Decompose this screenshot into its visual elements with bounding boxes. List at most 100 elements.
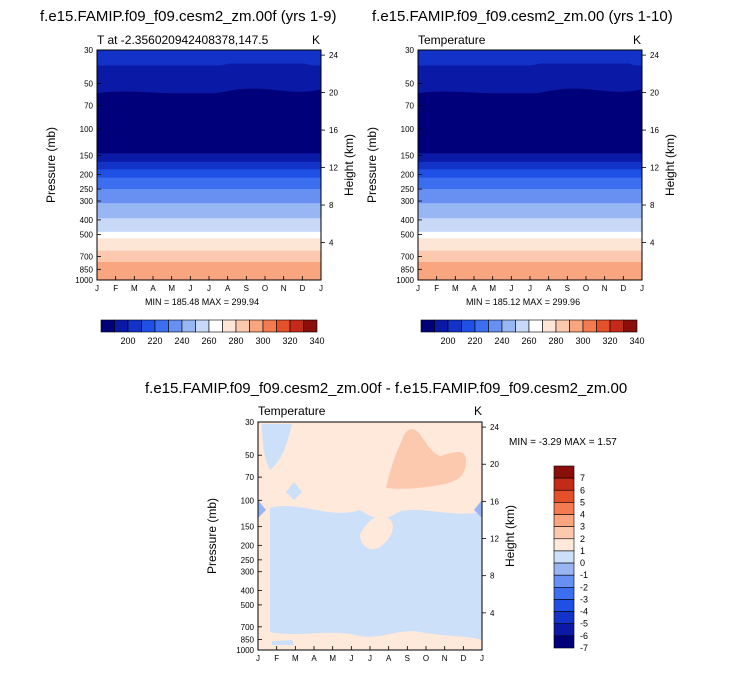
y2-tick-label: 20	[490, 460, 499, 469]
y-tick-label: 200	[241, 541, 255, 550]
temp-band	[97, 231, 321, 239]
y-tick-label: 300	[401, 197, 415, 206]
panel1-left-label: T at -2.356020942408378,147.5	[97, 33, 269, 47]
y-tick-label: 30	[245, 418, 254, 427]
colorbar-label: 320	[282, 336, 297, 346]
x-tick-label: D	[620, 284, 626, 293]
y2-axis-title: Height (km)	[342, 134, 356, 196]
x-tick-label: S	[244, 284, 249, 293]
y-tick-label: 1000	[236, 646, 254, 655]
temp-band-top	[418, 50, 642, 64]
y-tick-label: 200	[80, 170, 94, 179]
diff-region-right-edge-negative	[474, 500, 482, 518]
x-tick-label: A	[225, 284, 231, 293]
y-tick-label: 150	[401, 152, 415, 161]
y2-axis-title: Height (km)	[503, 505, 517, 567]
y2-tick-label: 4	[490, 609, 495, 618]
colorbar-label: 4	[580, 510, 585, 520]
y2-tick-label: 8	[490, 572, 495, 581]
y2-tick-label: 24	[329, 51, 338, 60]
x-tick-label: F	[113, 284, 118, 293]
y-tick-label: 30	[405, 46, 414, 55]
colorbar-label: -7	[580, 643, 588, 653]
temp-band	[97, 177, 321, 190]
temp-band	[418, 231, 642, 239]
y-axis-title: Pressure (mb)	[365, 127, 379, 203]
colorbar-swatch	[553, 599, 575, 612]
x-tick-label: D	[460, 654, 466, 663]
colorbar-swatch	[553, 538, 575, 552]
x-tick-label: S	[405, 654, 410, 663]
x-tick-label: A	[471, 284, 477, 293]
y-tick-label: 70	[84, 102, 93, 111]
panel2-colorbar: 200 220 240 260 280 300 320 340	[420, 319, 645, 346]
y-axis-title: Pressure (mb)	[44, 127, 58, 203]
colorbar-label: -4	[580, 607, 588, 617]
panel3-units-label: K	[474, 404, 483, 418]
colorbar-label: 300	[255, 336, 270, 346]
x-tick-label: J	[416, 284, 420, 293]
x-tick-label: M	[329, 654, 336, 663]
colorbar-label: 220	[147, 336, 162, 346]
temp-band	[418, 93, 642, 154]
y2-tick-label: 8	[650, 201, 655, 210]
y-tick-label: 100	[401, 125, 415, 134]
colorbar-swatch	[553, 623, 575, 637]
x-tick-label: J	[509, 284, 513, 293]
colorbar-label: 6	[580, 485, 585, 495]
y2-tick-label: 12	[329, 164, 338, 173]
colorbar-label: 340	[309, 336, 324, 346]
colorbar-swatch	[553, 465, 575, 479]
colorbar-swatch	[553, 526, 575, 540]
temp-band	[97, 93, 321, 154]
x-tick-label: J	[95, 284, 99, 293]
temp-band	[418, 261, 642, 281]
x-tick-label: M	[292, 654, 299, 663]
y-tick-label: 850	[401, 265, 415, 274]
temp-band-top	[97, 50, 321, 64]
colorbar-label: 7	[580, 473, 585, 483]
temp-band	[97, 169, 321, 179]
y-tick-label: 700	[401, 253, 415, 262]
y2-tick-label: 16	[329, 126, 338, 135]
colorbar-label: 340	[629, 336, 644, 346]
temp-band	[418, 189, 642, 204]
x-tick-label: A	[386, 654, 392, 663]
x-tick-label: O	[262, 284, 268, 293]
y2-tick-label: 24	[650, 51, 659, 60]
y2-axis-title: Height (km)	[663, 134, 677, 196]
temp-band	[97, 161, 321, 170]
temp-band	[418, 169, 642, 179]
diff-region-left-edge-negative	[258, 500, 266, 518]
y2-tick-label: 4	[650, 239, 655, 248]
y-tick-label: 400	[241, 586, 255, 595]
temp-band	[418, 218, 642, 233]
panel3-stats: MIN = -3.29 MAX = 1.57	[509, 437, 617, 448]
x-tick-label: N	[442, 654, 448, 663]
temp-band	[418, 238, 642, 252]
x-tick-label: J	[256, 654, 260, 663]
temp-band	[418, 161, 642, 170]
y-tick-label: 850	[241, 635, 255, 644]
temp-band	[97, 218, 321, 233]
colorbar-swatch	[553, 587, 575, 600]
colorbar-label: -6	[580, 631, 588, 641]
y-tick-label: 100	[80, 125, 94, 134]
temp-band	[97, 261, 321, 281]
colorbar-label: 1	[580, 546, 585, 556]
panel1-colorbar: 200 220 240 260 280 300 320 340	[100, 319, 325, 346]
temp-band	[418, 203, 642, 219]
temp-contour-wave	[97, 88, 321, 102]
colorbar-label: 260	[521, 336, 536, 346]
x-tick-label: M	[131, 284, 138, 293]
y-tick-label: 300	[80, 197, 94, 206]
x-tick-label: J	[319, 284, 323, 293]
panel2-units-label: K	[633, 33, 642, 47]
y2-tick-label: 20	[650, 89, 659, 98]
y-tick-label: 500	[80, 231, 94, 240]
x-tick-label: O	[583, 284, 589, 293]
colorbar-swatch	[553, 562, 575, 576]
y-axis-title: Pressure (mb)	[205, 498, 219, 574]
temp-band	[97, 238, 321, 252]
